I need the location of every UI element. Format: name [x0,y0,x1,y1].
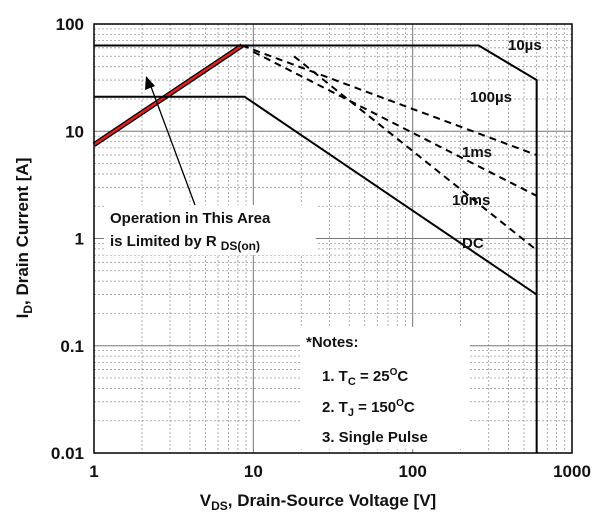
series-line [252,50,538,197]
series-line [94,44,538,453]
annotation-sub: DS(on) [221,239,260,253]
t: , Drain Current [A] [13,158,32,305]
t: J [348,407,354,419]
series-line [293,55,538,251]
series-line [93,44,243,146]
note: 2. TJ = 150OC [322,398,415,419]
note: 3. Single Pulse [322,429,428,446]
annotation-box [104,205,316,255]
t: = 150 [354,399,396,416]
y-axis-title: ID, Drain Current [A] [13,158,35,319]
t: D [21,305,35,314]
y-tick-label: 1 [75,230,84,249]
t: = 25 [356,368,390,385]
annotation-arrow [149,83,196,206]
series-label: 100µs [470,89,512,106]
annotation-text: is Limited by R [110,233,217,250]
t: V [200,491,212,510]
x-tick-label: 1000 [553,462,591,481]
x-tick-label: 100 [398,462,426,481]
series-line [241,44,538,156]
annotation: Operation in This Area [110,210,271,227]
plot-frame [93,23,573,454]
t: I [13,314,32,319]
t: C [404,399,415,416]
y-tick-label: 100 [56,15,84,34]
note: 1. TC = 25OC [322,367,408,388]
y-tick-label: 0.1 [60,337,84,356]
t: DS [211,499,228,513]
x-tick-label: 1 [89,462,98,481]
arrowhead [145,76,155,90]
series-line [94,95,538,296]
series-label: 10µs [508,37,542,54]
lines [92,43,538,453]
t: 1. T [322,368,348,385]
t: C [348,376,356,388]
series-label: 1ms [462,144,492,161]
annotation: is Limited by R DS(on) [110,233,260,253]
t: , Drain-Source Voltage [V] [228,491,436,510]
y-tick-label: 0.01 [51,444,84,463]
t: O [396,398,404,409]
t: C [397,368,408,385]
notes-title: *Notes: [306,334,359,351]
x-tick-label: 10 [244,462,263,481]
x-axis-title: VDS, Drain-Source Voltage [V] [200,491,436,513]
y-tick-label: 10 [65,122,84,141]
t: 2. T [322,399,348,416]
notes-box [300,327,470,449]
series-label: 10ms [452,192,490,209]
t: O [390,367,398,378]
series-label: DC [462,235,484,252]
